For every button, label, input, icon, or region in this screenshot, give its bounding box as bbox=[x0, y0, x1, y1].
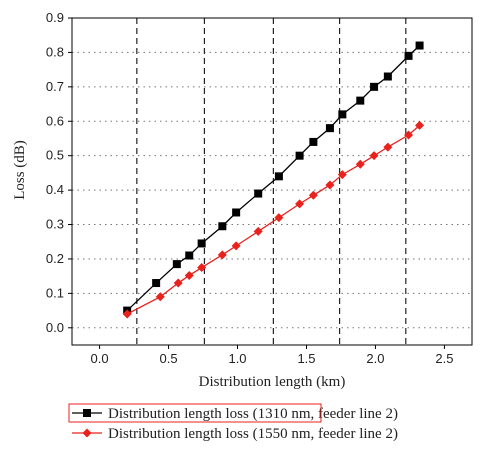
x-axis-ticks: 0.0 0.5 1.0 1.5 2.0 2.5 bbox=[91, 345, 453, 366]
x-tick-label: 2.5 bbox=[435, 351, 453, 366]
data-point-square bbox=[356, 96, 365, 105]
data-point-square bbox=[338, 110, 347, 119]
y-tick-label: 0.6 bbox=[46, 113, 64, 128]
legend-highlight-box bbox=[68, 403, 322, 423]
data-point-diamond bbox=[122, 309, 132, 319]
y-axis-title: Loss (dB) bbox=[12, 140, 28, 200]
x-tick-label: 2.0 bbox=[366, 351, 384, 366]
data-point-square bbox=[185, 251, 194, 260]
y-tick-label: 0.0 bbox=[46, 320, 64, 335]
legend-label-2: Distribution length loss (1550 nm, feede… bbox=[108, 426, 398, 442]
data-point-diamond bbox=[295, 199, 305, 209]
data-point-diamond bbox=[308, 190, 318, 200]
x-tick-label: 0.5 bbox=[160, 351, 178, 366]
y-tick-label: 0.5 bbox=[46, 148, 64, 163]
data-point-diamond bbox=[383, 142, 393, 152]
legend-label-1: Distribution length loss (1310 nm, feede… bbox=[108, 406, 398, 422]
legend-marker-square bbox=[83, 409, 91, 417]
data-point-square bbox=[309, 137, 318, 146]
y-tick-label: 0.3 bbox=[46, 217, 64, 232]
data-point-diamond bbox=[253, 226, 263, 236]
x-axis-title: Distribution length (km) bbox=[199, 374, 346, 390]
data-point-square bbox=[295, 151, 304, 160]
series-layer bbox=[122, 41, 425, 319]
data-point-square bbox=[383, 72, 392, 81]
data-point-diamond bbox=[325, 180, 335, 190]
data-point-diamond bbox=[184, 270, 194, 280]
data-point-square bbox=[197, 239, 206, 248]
data-point-square bbox=[415, 41, 424, 50]
data-point-diamond bbox=[217, 250, 227, 260]
plot-frame bbox=[71, 17, 473, 346]
y-tick-label: 0.4 bbox=[46, 182, 64, 197]
data-point-diamond bbox=[404, 130, 414, 140]
y-axis-ticks: 0.0 0.1 0.2 0.3 0.4 0.5 0.6 0.7 0.8 0.9 bbox=[46, 10, 72, 335]
data-point-square bbox=[274, 172, 283, 181]
data-point-square bbox=[254, 189, 263, 198]
data-point-square bbox=[325, 124, 334, 133]
y-tick-label: 0.1 bbox=[46, 285, 64, 300]
data-point-square bbox=[404, 51, 413, 60]
data-point-square bbox=[172, 260, 181, 269]
data-point-square bbox=[232, 208, 241, 217]
data-point-diamond bbox=[369, 151, 379, 161]
x-tick-label: 1.5 bbox=[297, 351, 315, 366]
legend: Distribution length loss (1310 nm, feede… bbox=[68, 403, 398, 442]
vertical-marker-lines bbox=[136, 18, 407, 345]
data-point-diamond bbox=[355, 159, 365, 169]
data-point-diamond bbox=[415, 120, 425, 130]
y-tick-label: 0.2 bbox=[46, 251, 64, 266]
data-point-square bbox=[218, 222, 227, 231]
data-point-diamond bbox=[155, 292, 165, 302]
legend-marker-diamond bbox=[82, 428, 92, 438]
x-tick-label: 1.0 bbox=[228, 351, 246, 366]
data-point-diamond bbox=[173, 278, 183, 288]
y-tick-label: 0.9 bbox=[46, 10, 64, 25]
grid-lines bbox=[72, 17, 472, 329]
x-tick-label: 0.0 bbox=[91, 351, 109, 366]
y-tick-label: 0.7 bbox=[46, 79, 64, 94]
y-tick-label: 0.8 bbox=[46, 44, 64, 59]
data-point-diamond bbox=[231, 241, 241, 251]
data-point-diamond bbox=[197, 263, 207, 273]
data-point-diamond bbox=[337, 170, 347, 180]
data-point-square bbox=[152, 279, 161, 288]
data-point-diamond bbox=[274, 213, 284, 223]
data-point-square bbox=[370, 82, 379, 91]
